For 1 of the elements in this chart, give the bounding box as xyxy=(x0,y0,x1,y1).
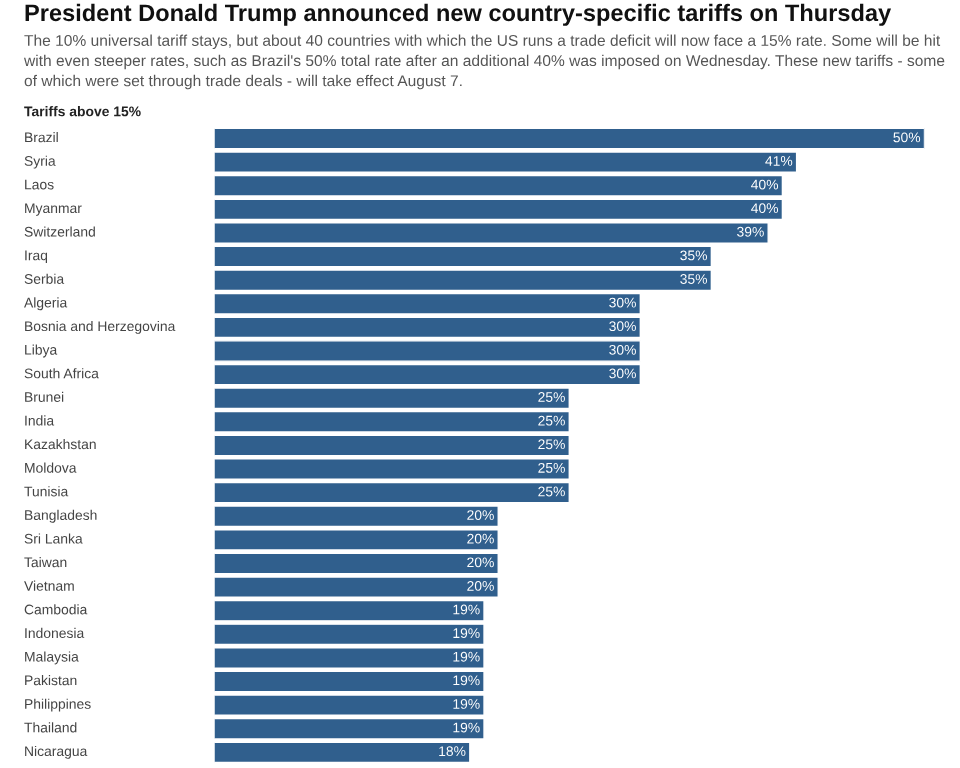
chart-title: President Donald Trump announced new country-specific tariffs on Thursday xyxy=(25,3,892,26)
